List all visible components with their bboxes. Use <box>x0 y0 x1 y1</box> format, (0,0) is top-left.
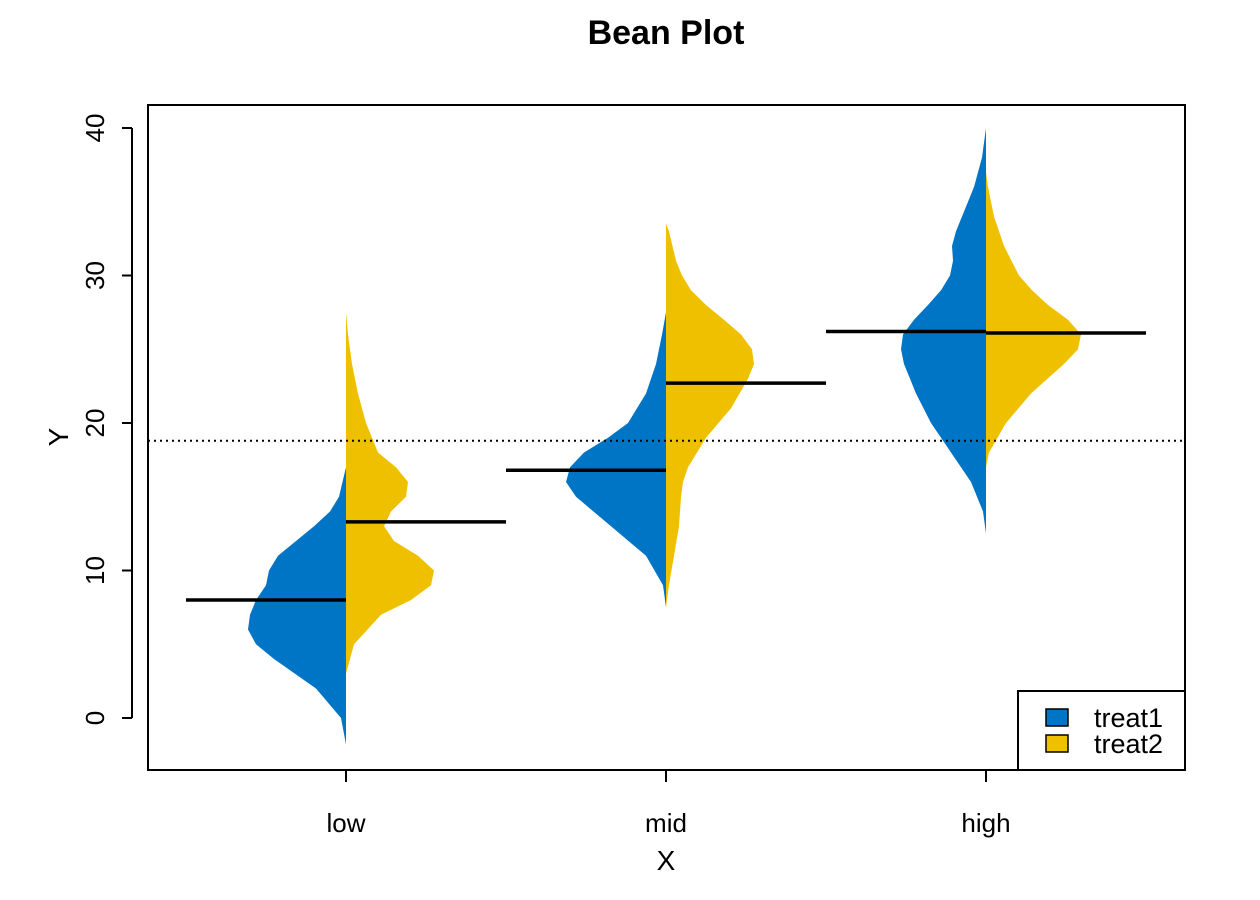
legend-box <box>1017 690 1186 771</box>
y-axis: 0 10 20 30 40 <box>80 114 133 725</box>
overlay-layer <box>148 329 1185 602</box>
x-tick-label-low: low <box>326 808 365 838</box>
beans-layer <box>248 128 1081 745</box>
x-axis: low mid high <box>326 770 1011 838</box>
y-tick-label-0: 0 <box>80 711 110 725</box>
legend-label-treat2: treat2 <box>1094 729 1163 759</box>
y-axis-label: Y <box>43 427 74 446</box>
y-tick-label-10: 10 <box>80 556 110 585</box>
bean-treat2-high <box>986 172 1081 468</box>
legend-label-treat1: treat1 <box>1094 703 1163 733</box>
x-tick-label-high: high <box>961 808 1010 838</box>
y-tick-label-30: 30 <box>80 261 110 290</box>
y-tick-label-40: 40 <box>80 114 110 143</box>
bean-treat1-low <box>248 467 346 745</box>
x-axis-label: X <box>657 845 676 876</box>
y-tick-label-20: 20 <box>80 409 110 438</box>
bean-treat2-mid <box>666 223 754 608</box>
x-tick-label-mid: mid <box>645 808 687 838</box>
legend-swatch-treat1 <box>1045 708 1069 727</box>
bean-treat2-low <box>346 312 434 674</box>
chart-title: Bean Plot <box>588 14 745 52</box>
legend-swatch-treat2 <box>1045 734 1069 753</box>
bean-treat1-mid <box>566 312 666 608</box>
